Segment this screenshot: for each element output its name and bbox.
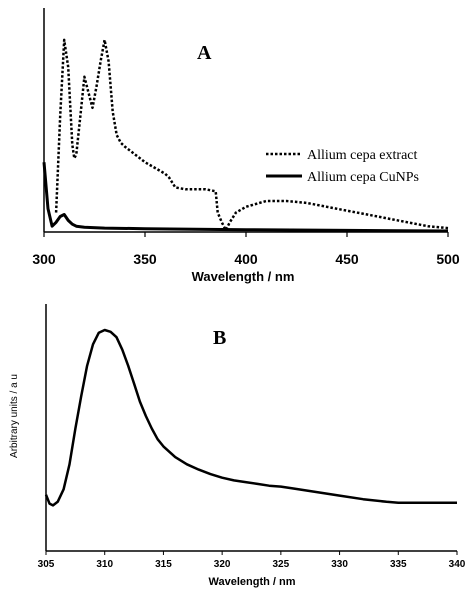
- panel-b-x-tick-label: 315: [155, 559, 172, 570]
- panel-b-x-ticks: 305 310 315 320 325 330 335 340: [38, 551, 466, 570]
- panel-b-x-tick-label: 310: [96, 559, 113, 570]
- panel-a-x-ticks: 300 350 400 450 500: [32, 232, 460, 267]
- panel-b-x-tick-label: 305: [38, 559, 55, 570]
- panel-a-x-tick-label: 300: [32, 251, 56, 267]
- panel-b: B Arbitrary units / a u 305 310 315 320 325 3…: [9, 304, 466, 588]
- panel-a-x-axis-title: Wavelength / nm: [192, 269, 295, 284]
- panel-a: A 300 350 400 450 500 Wavelength / nm Allium…: [32, 8, 460, 284]
- panel-b-x-tick-label: 320: [214, 559, 231, 570]
- panel-b-series-line: [44, 328, 457, 507]
- panel-b-x-axis-title: Wavelength / nm: [209, 576, 296, 588]
- panel-b-plot-area: [44, 328, 457, 507]
- panel-b-x-tick-label: 340: [449, 559, 466, 570]
- panel-a-x-tick-label: 500: [436, 251, 460, 267]
- panel-a-plot-area: [42, 38, 449, 233]
- panel-b-x-tick-label: 325: [273, 559, 290, 570]
- panel-a-letter: A: [197, 42, 212, 64]
- panel-a-legend: Allium cepa extract Allium cepa CuNPs: [266, 148, 419, 185]
- panel-a-x-tick-label: 350: [133, 251, 157, 267]
- panel-b-y-axis-title: Arbitrary units / a u: [9, 374, 20, 458]
- panel-a-series-cunps-line: [42, 162, 449, 233]
- legend-label-extract: Allium cepa extract: [307, 148, 418, 163]
- panel-a-x-tick-label: 450: [335, 251, 359, 267]
- legend-label-cunps: Allium cepa CuNPs: [307, 170, 419, 185]
- panel-b-x-tick-label: 330: [331, 559, 348, 570]
- panel-a-series-extract-line: [54, 38, 449, 232]
- panel-b-x-tick-label: 335: [390, 559, 407, 570]
- panel-b-letter: B: [213, 327, 226, 349]
- panel-a-x-tick-label: 400: [234, 251, 258, 267]
